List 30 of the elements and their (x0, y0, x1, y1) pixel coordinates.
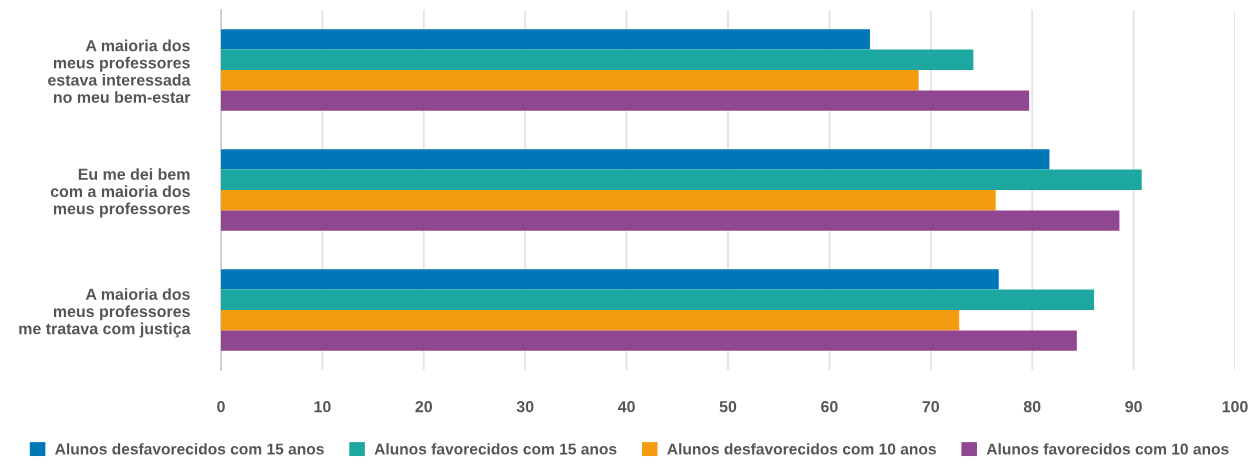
x-tick-label: 80 (1023, 400, 1041, 413)
legend-label: Alunos favorecidos com 15 anos (374, 443, 617, 455)
x-tick-label: 10 (314, 400, 331, 413)
bar (221, 289, 1095, 310)
y-tick-label: A maioria dos meus professores estava interessada no meu bem-estar (48, 39, 191, 103)
bar (221, 70, 919, 91)
y-tick-label: A maioria dos meus professores me tratava com justiça (19, 288, 191, 338)
x-tick-label: 50 (719, 400, 737, 413)
x-tick-label: 0 (217, 400, 225, 413)
x-tick-label: 30 (516, 400, 534, 413)
bar (221, 49, 974, 70)
bar (221, 169, 1142, 190)
bar (221, 269, 999, 290)
legend-label: Alunos desfavorecidos com 10 anos (667, 443, 936, 455)
bar (221, 90, 1030, 111)
bar (221, 210, 1120, 231)
bar (221, 29, 870, 50)
y-tick-label: Eu me dei bem com a maioria dos meus professores (50, 168, 190, 218)
x-tick-label: 90 (1125, 400, 1142, 413)
bar (221, 310, 960, 331)
x-tick-label: 70 (922, 400, 940, 413)
x-tick-label: 20 (415, 400, 433, 413)
bar (221, 190, 996, 211)
x-tick-label: 40 (617, 400, 635, 413)
bar (221, 149, 1050, 170)
legend-label: Alunos desfavorecidos com 15 anos (55, 443, 324, 455)
bar (221, 330, 1077, 351)
legend-label: Alunos favorecidos com 10 anos (986, 443, 1229, 455)
x-tick-label: 60 (821, 400, 838, 413)
x-tick-label: 100 (1222, 400, 1248, 413)
